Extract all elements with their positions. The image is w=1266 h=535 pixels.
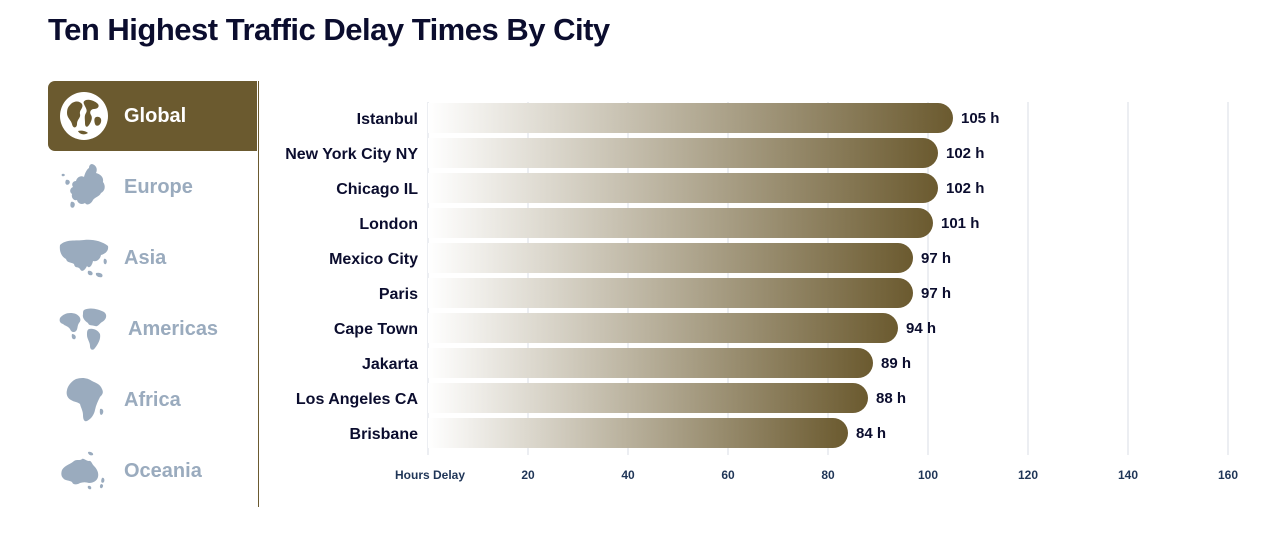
value-label: 84 h bbox=[856, 425, 886, 442]
category-label: Chicago IL bbox=[336, 181, 418, 198]
bar bbox=[428, 278, 913, 308]
value-label: 89 h bbox=[881, 355, 911, 372]
bar bbox=[428, 383, 868, 413]
sidebar-item-label: Europe bbox=[124, 176, 193, 198]
sidebar-item-africa[interactable]: Africa bbox=[48, 365, 257, 435]
sidebar-item-label: Americas bbox=[128, 318, 219, 340]
x-tick-label: 120 bbox=[1018, 468, 1038, 482]
sidebar-item-label: Africa bbox=[124, 389, 181, 411]
sidebar-item-americas[interactable]: Americas bbox=[48, 294, 257, 364]
x-tick-label: 140 bbox=[1118, 468, 1138, 482]
bar bbox=[428, 208, 933, 238]
bar bbox=[428, 138, 938, 168]
x-tick-label: 40 bbox=[621, 468, 635, 482]
bar-chart: Istanbul 105 h New York City NY 102 h Chicag… bbox=[285, 102, 1238, 482]
x-tick-label: 80 bbox=[821, 468, 835, 482]
value-label: 88 h bbox=[876, 390, 906, 407]
x-tick-label: 20 bbox=[521, 468, 535, 482]
x-tick-label: 160 bbox=[1218, 468, 1238, 482]
category-label: Jakarta bbox=[362, 356, 418, 373]
bar bbox=[428, 243, 913, 273]
africa-map-icon bbox=[66, 377, 104, 422]
x-axis-title: Hours Delay bbox=[395, 468, 465, 482]
category-label: New York City NY bbox=[285, 146, 418, 163]
sidebar-item-europe[interactable]: Europe bbox=[48, 152, 257, 222]
value-label: 102 h bbox=[946, 180, 984, 197]
value-label: 97 h bbox=[921, 285, 951, 302]
bar bbox=[428, 103, 953, 133]
sidebar-item-asia[interactable]: Asia bbox=[48, 223, 257, 293]
region-sidebar: Global Europe Asia Americas bbox=[48, 81, 259, 507]
oceania-map-icon bbox=[61, 451, 105, 490]
asia-map-icon bbox=[59, 239, 109, 278]
category-label: Cape Town bbox=[334, 321, 418, 338]
globe-icon bbox=[60, 92, 108, 140]
category-label: Paris bbox=[379, 286, 418, 303]
sidebar-item-global[interactable]: Global bbox=[48, 81, 257, 151]
x-tick-label: 60 bbox=[721, 468, 735, 482]
page-title: Ten Highest Traffic Delay Times By City bbox=[48, 12, 610, 47]
europe-map-icon bbox=[61, 164, 105, 208]
category-label: London bbox=[359, 216, 418, 233]
bar bbox=[428, 313, 898, 343]
sidebar-item-label: Global bbox=[124, 105, 187, 127]
sidebar-item-label: Asia bbox=[124, 247, 167, 269]
bar bbox=[428, 418, 848, 448]
category-label: Mexico City bbox=[329, 251, 418, 268]
value-label: 105 h bbox=[961, 110, 999, 127]
value-label: 102 h bbox=[946, 145, 984, 162]
sidebar-item-oceania[interactable]: Oceania bbox=[48, 436, 257, 506]
category-label: Istanbul bbox=[357, 111, 418, 128]
category-label: Los Angeles CA bbox=[296, 391, 419, 408]
x-axis: Hours Delay 20 40 60 80 100 120 140 160 bbox=[395, 468, 1238, 482]
x-tick-label: 100 bbox=[918, 468, 938, 482]
value-label: 94 h bbox=[906, 320, 936, 337]
value-label: 101 h bbox=[941, 215, 979, 232]
bars: Istanbul 105 h New York City NY 102 h Chicag… bbox=[285, 103, 999, 448]
americas-map-icon bbox=[59, 308, 107, 350]
bar bbox=[428, 348, 873, 378]
bar bbox=[428, 173, 938, 203]
value-label: 97 h bbox=[921, 250, 951, 267]
category-label: Brisbane bbox=[350, 426, 419, 443]
sidebar-item-label: Oceania bbox=[124, 460, 202, 482]
